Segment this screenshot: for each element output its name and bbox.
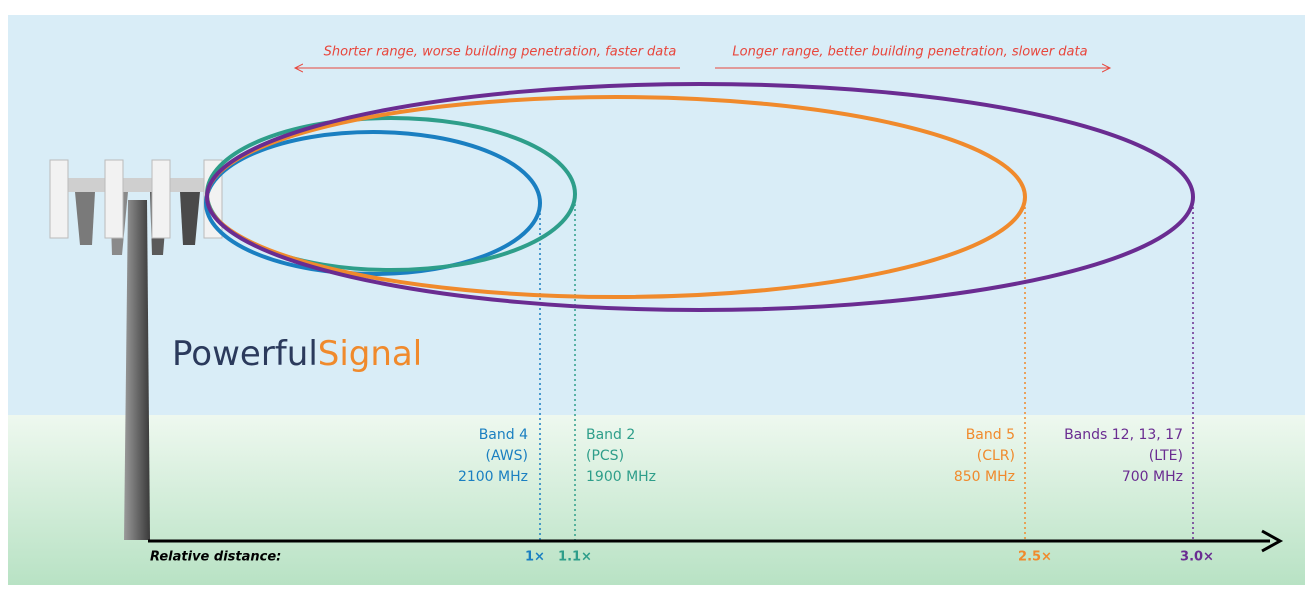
brand-second: Signal [318, 334, 422, 374]
distance-label: 1.1× [558, 550, 592, 565]
band-frequency: 850 MHz [954, 469, 1015, 485]
band-type: (AWS) [486, 448, 528, 464]
annotation-right: Longer range, better building penetratio… [732, 45, 1087, 60]
band-type: (CLR) [977, 448, 1015, 464]
band-name: Bands 12, 13, 17 [1064, 427, 1183, 443]
band-name: Band 2 [586, 427, 635, 443]
brand-first: Powerful [172, 334, 318, 374]
band-type: (LTE) [1149, 448, 1183, 464]
tower [49, 159, 223, 540]
brand: PowerfulSignal [172, 334, 422, 374]
band-frequency: 1900 MHz [586, 469, 656, 485]
band-frequency: 700 MHz [1122, 469, 1183, 485]
band-name: Band 5 [966, 427, 1015, 443]
distance-label: 1× [525, 550, 545, 565]
sky [8, 15, 1305, 415]
band-type: (PCS) [586, 448, 624, 464]
distance-label: 3.0× [1180, 550, 1214, 565]
ground [8, 415, 1305, 585]
band-name: Band 4 [479, 427, 528, 443]
axis-arrow [1261, 529, 1284, 553]
axis-label: Relative distance: [150, 550, 281, 565]
bands: Band 4 (AWS) 2100 MHz 1× Band 2 (PCS) 1900 MHz… [204, 82, 1214, 565]
annotation-left: Shorter range, worse building penetratio… [324, 45, 677, 60]
distance-label: 2.5× [1018, 550, 1052, 565]
band-frequency: 2100 MHz [458, 469, 528, 485]
